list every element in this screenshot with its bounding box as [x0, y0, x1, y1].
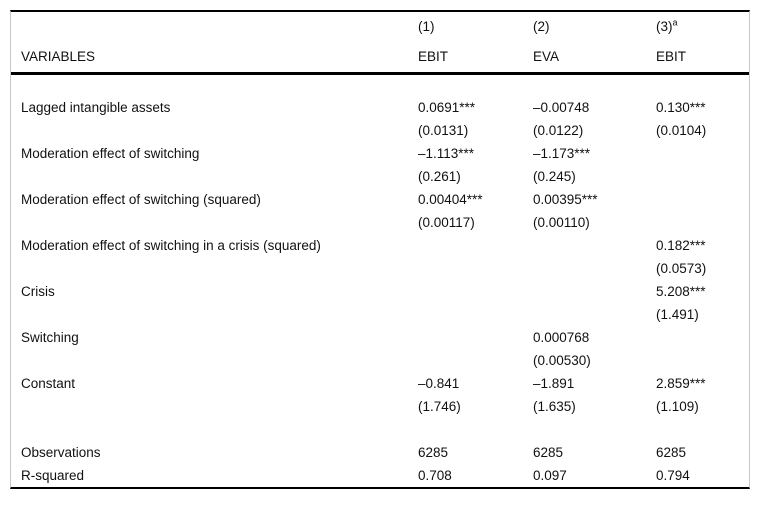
row-label: R-squared — [21, 467, 85, 483]
row-label: Switching — [21, 329, 79, 345]
dep-var-model-3: EBIT — [656, 49, 687, 65]
se-model-1: (0.0131) — [418, 122, 469, 138]
se-model-1: (0.261) — [418, 168, 461, 184]
model-number: (1) — [418, 19, 435, 35]
coef-model-3: 0.130*** — [656, 99, 706, 115]
stat-model-2: 0.097 — [533, 467, 567, 483]
coef-model-1: 0.00404*** — [418, 191, 483, 207]
coef-model-2: 0.000768 — [533, 329, 590, 345]
model-number: (2) — [533, 19, 550, 35]
dep-var-model-1: EBIT — [418, 49, 449, 65]
row-label: Moderation effect of switching — [21, 145, 200, 161]
se-model-2: (1.635) — [533, 398, 576, 414]
coef-model-2: –0.00748 — [533, 99, 590, 115]
coef-model-2: –1.891 — [533, 375, 575, 391]
table-row: Observations 6285 6285 6285 — [11, 441, 749, 464]
se-model-1: (1.746) — [418, 398, 461, 414]
row-label: Moderation effect of switching (squared) — [21, 191, 261, 207]
stat-model-3: 0.794 — [656, 467, 690, 483]
coef-model-3: 2.859*** — [656, 375, 706, 391]
table-row: Constant –0.841 –1.891 2.859*** — [11, 372, 749, 395]
stat-model-3: 6285 — [656, 444, 687, 460]
stat-model-1: 6285 — [418, 444, 449, 460]
coef-model-1: 0.0691*** — [418, 99, 476, 115]
dep-var-row: VARIABLES EBIT EVA EBIT — [11, 42, 749, 72]
table-row: Moderation effect of switching in a cris… — [11, 234, 749, 257]
table-row: (0.0573) — [11, 257, 749, 280]
row-label: Observations — [21, 444, 101, 460]
model-3-superscript: a — [672, 17, 678, 28]
coef-model-3: 5.208*** — [656, 283, 706, 299]
table-row: (1.491) — [11, 303, 749, 326]
coef-model-2: –1.173*** — [533, 145, 591, 161]
table-row: Moderation effect of switching (squared)… — [11, 188, 749, 211]
stat-model-1: 0.708 — [418, 467, 452, 483]
model-2-number: (2) — [533, 20, 656, 34]
coef-model-3: 0.182*** — [656, 237, 706, 253]
table-row: (0.261) (0.245) — [11, 165, 749, 188]
se-model-3: (1.491) — [656, 306, 699, 322]
regression-table: (1) (2) (3)a VARIABLES EBIT EVA EBIT Lag… — [10, 10, 750, 489]
coef-model-2: 0.00395*** — [533, 191, 598, 207]
table-row: (0.00530) — [11, 349, 749, 372]
table-row: (1.746) (1.635) (1.109) — [11, 395, 749, 418]
se-model-2: (0.245) — [533, 168, 576, 184]
model-number: (3) — [656, 19, 673, 35]
se-model-1: (0.00117) — [418, 214, 475, 230]
model-1-number: (1) — [418, 20, 533, 34]
coef-model-1: –0.841 — [418, 375, 460, 391]
coef-model-1: –1.113*** — [418, 145, 475, 161]
stat-model-2: 6285 — [533, 444, 564, 460]
table-row: Crisis 5.208*** — [11, 280, 749, 303]
table-row: Lagged intangible assets 0.0691*** –0.00… — [11, 96, 749, 119]
se-model-2: (0.00530) — [533, 352, 591, 368]
se-model-2: (0.0122) — [533, 122, 584, 138]
row-label: Lagged intangible assets — [21, 99, 171, 115]
variables-header: VARIABLES — [21, 49, 96, 65]
model-number-row: (1) (2) (3)a — [11, 12, 749, 42]
row-label: Constant — [21, 375, 76, 391]
table-header: (1) (2) (3)a VARIABLES EBIT EVA EBIT — [11, 12, 749, 75]
model-3-number: (3)a — [656, 17, 749, 35]
table-row: Moderation effect of switching –1.113***… — [11, 142, 749, 165]
table-row: (0.0131) (0.0122) (0.0104) — [11, 119, 749, 142]
se-model-2: (0.00110) — [533, 214, 590, 230]
row-label: Crisis — [21, 283, 55, 299]
dep-var-model-2: EVA — [533, 49, 560, 65]
se-model-3: (0.0104) — [656, 122, 707, 138]
se-model-3: (0.0573) — [656, 260, 707, 276]
se-model-3: (1.109) — [656, 398, 699, 414]
table-row: Switching 0.000768 — [11, 326, 749, 349]
blank-row — [11, 418, 749, 441]
table-row: (0.00117) (0.00110) — [11, 211, 749, 234]
table-body: Lagged intangible assets 0.0691*** –0.00… — [11, 75, 749, 487]
table-row: R-squared 0.708 0.097 0.794 — [11, 464, 749, 487]
row-label: Moderation effect of switching in a cris… — [21, 237, 321, 253]
